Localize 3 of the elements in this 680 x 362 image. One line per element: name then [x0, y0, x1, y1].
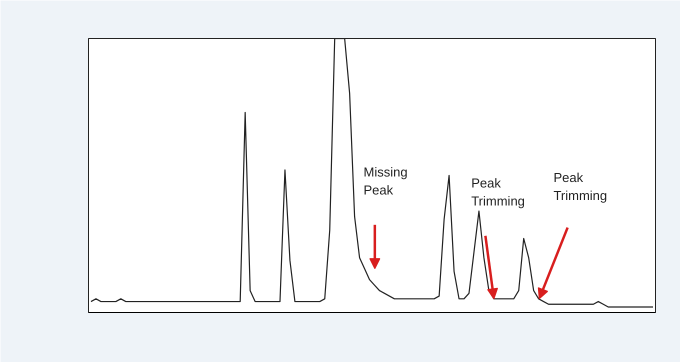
annotation: Peak Trimming: [471, 175, 525, 208]
annotation: Missing Peak: [363, 164, 408, 198]
annotation: Peak Trimming: [553, 170, 608, 203]
